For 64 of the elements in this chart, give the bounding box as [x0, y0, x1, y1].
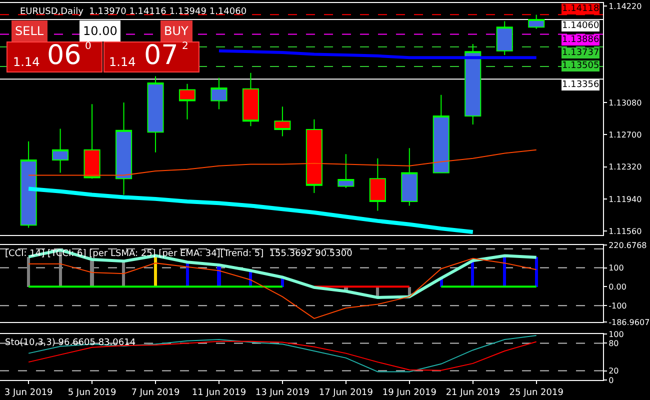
x-tick-label: 25 Jun 2019: [509, 388, 564, 398]
bar: [535, 257, 538, 287]
y-tick-label: 1.12320: [608, 162, 642, 172]
y-tick-label: -100: [608, 301, 627, 310]
candlestick: [52, 128, 69, 174]
candlestick: [84, 104, 100, 180]
x-tick-label: 19 Jun 2019: [382, 388, 437, 398]
candlestick: [147, 76, 164, 153]
y-tick-label: 80: [608, 339, 619, 348]
annotation: 06: [47, 40, 82, 71]
annotation: BUY: [164, 24, 190, 38]
annotation: 07: [144, 40, 178, 71]
line-series: [27, 248, 538, 299]
line-series: [28, 258, 537, 319]
candlestick: [274, 106, 291, 137]
y-tick-label: 220.6768: [608, 240, 647, 250]
x-tick-label: 17 Jun 2019: [318, 388, 374, 398]
candlestick: [464, 44, 482, 125]
x-tick-label: 11 Jun 2019: [192, 388, 246, 398]
line-series: [26, 186, 475, 234]
candlestick: [496, 20, 513, 56]
x-tick-label: 13 Jun 2019: [255, 388, 310, 398]
ref-line-label: 1.14060: [562, 21, 600, 31]
candlestick: [306, 118, 322, 194]
y-tick-label: 0: [608, 376, 614, 385]
x-tick-label: 21 Jun 2019: [446, 388, 500, 398]
candlestick: [369, 158, 386, 212]
annotation: 1.14: [109, 55, 136, 69]
ref-line-label: 1.13886: [562, 35, 600, 45]
ref-line-label: 1.13356: [562, 80, 600, 90]
line-series: [28, 149, 537, 176]
ref-line-label: 1.13505: [562, 61, 600, 71]
x-tick-label: 5 Jun 2019: [68, 388, 117, 398]
annotation: 0: [85, 41, 92, 52]
line-series: [217, 49, 538, 60]
candlestick: [338, 154, 354, 188]
x-tick-label: 7 Jun 2019: [131, 388, 180, 398]
y-tick-label: 20: [608, 366, 619, 376]
y-tick-label: 1.13080: [608, 98, 642, 108]
candlestick: [20, 140, 37, 228]
candlestick: [528, 14, 545, 30]
x-tick-label: 3 Jun 2019: [4, 388, 54, 398]
y-tick-label: 1.11560: [608, 226, 642, 236]
y-tick-label: 0.00: [608, 282, 626, 292]
annotation: 10.00: [83, 24, 118, 38]
candlestick: [401, 148, 418, 206]
y-tick-label: 1.14220: [608, 2, 642, 11]
candlestick: [210, 77, 228, 110]
candlestick: [432, 94, 450, 174]
candlestick: [116, 102, 132, 196]
candlestick: [242, 72, 259, 127]
y-tick-label: 100: [608, 264, 624, 273]
candlestick: [178, 83, 196, 120]
annotation: SELL: [15, 24, 44, 38]
y-tick-label: 1.12700: [608, 130, 642, 140]
ref-line-label: 1.13737: [562, 48, 600, 58]
y-tick-label: 100: [608, 330, 624, 339]
text: EURUSD,Daily 1.13970 1.14116 1.13949 1.14060: [20, 7, 247, 17]
ref-line-label: 1.14118: [562, 4, 600, 14]
y-tick-label: -186.9607: [608, 318, 650, 327]
y-tick-label: 1.11940: [608, 194, 642, 204]
annotation: 2: [182, 41, 188, 52]
bar: [27, 257, 30, 287]
annotation: 1.14: [13, 55, 40, 69]
